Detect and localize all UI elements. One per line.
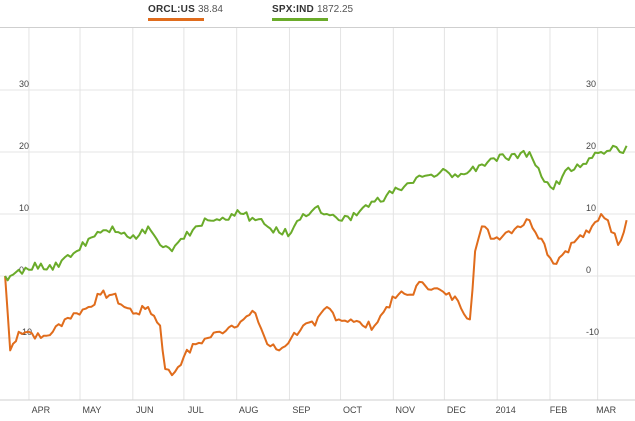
x-tick-label: MAY [83,405,102,415]
y-tick-label-right: 30 [586,79,596,89]
y-tick-label-left: 20 [19,141,29,151]
x-tick-label: DEC [447,405,467,415]
y-tick-label-left: 30 [19,79,29,89]
legend-symbol: ORCL:US [148,4,195,15]
x-tick-label: SEP [292,405,310,415]
chart-legend: ORCL:US 38.84 SPX:IND 1872.25 [0,4,635,24]
legend-value: 1872.25 [316,4,354,15]
series-line-orclus [4,213,628,377]
x-tick-label: JUN [136,405,154,415]
legend-item-spx[interactable]: SPX:IND 1872.25 [272,4,354,21]
y-tick-label-right: 0 [586,265,591,275]
y-tick-label-left: 10 [19,203,29,213]
legend-divider [0,27,635,28]
legend-value: 38.84 [197,4,223,15]
x-tick-label: 2014 [496,405,516,415]
x-tick-label: FEB [550,405,568,415]
y-tick-label-right: 20 [586,141,596,151]
legend-swatch-spx [272,18,328,21]
series-line-spxind [4,144,628,282]
x-tick-label: JUL [188,405,204,415]
x-tick-label: APR [32,405,51,415]
x-tick-label: NOV [395,405,415,415]
legend-swatch-orcl [148,18,204,21]
series-lines [4,144,628,377]
y-tick-label-right: -10 [586,327,599,337]
x-tick-label: AUG [239,405,259,415]
x-tick-label: MAR [596,405,617,415]
y-tick-label-right: 10 [586,203,596,213]
x-tick-label: OCT [343,405,363,415]
y-tick-label-left: 0 [19,265,24,275]
legend-item-orcl[interactable]: ORCL:US 38.84 [148,4,223,21]
legend-symbol: SPX:IND [272,4,314,15]
x-axis-ticks: APR MAY JUN JUL AUG SEP OCT NOV DEC 2014 FEB MAR [0,399,635,415]
